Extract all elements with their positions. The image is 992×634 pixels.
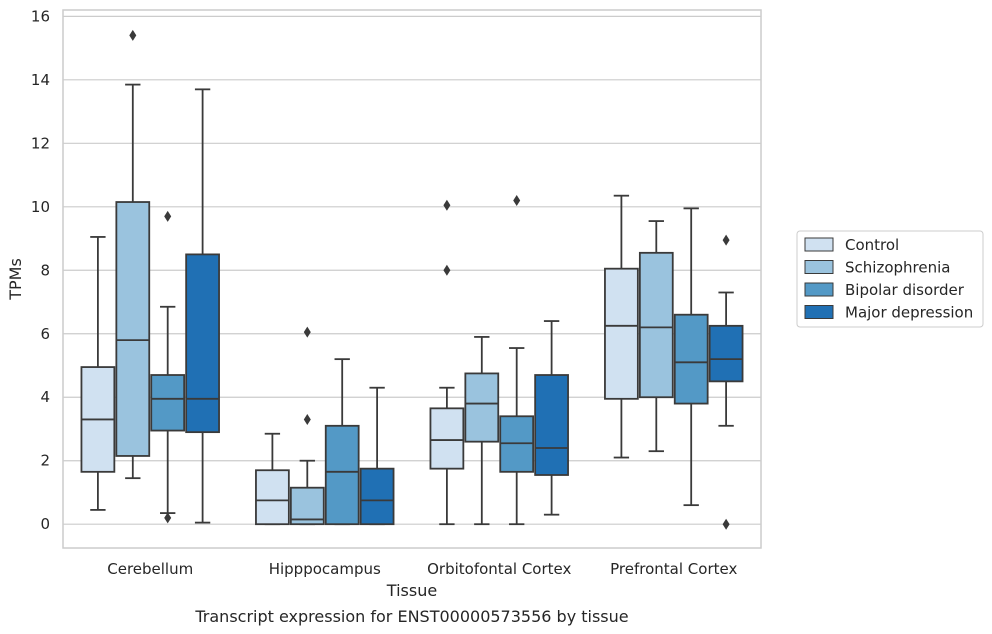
x-tick-label: Cerebellum xyxy=(107,560,193,578)
box-group xyxy=(429,199,465,526)
outlier-point xyxy=(513,194,521,206)
box-iqr xyxy=(638,251,674,399)
legend-label: Major depression xyxy=(845,304,973,322)
box-iqr xyxy=(255,469,290,526)
box-group xyxy=(80,236,116,511)
y-tick-label: 16 xyxy=(31,7,50,25)
box-group xyxy=(638,220,674,453)
box-group xyxy=(115,29,151,480)
plot-area-frame xyxy=(62,9,762,549)
y-tick-label: 8 xyxy=(40,261,50,279)
legend-swatch xyxy=(804,237,834,252)
y-tick-labels: 0 2 4 6 8 10 12 14 16 xyxy=(31,7,50,533)
y-tick-label: 12 xyxy=(31,134,50,152)
box-iqr xyxy=(324,424,360,526)
x-axis-label: Tissue xyxy=(386,581,437,600)
box-group xyxy=(464,336,500,526)
y-tick-label: 6 xyxy=(40,325,50,343)
box-group xyxy=(604,194,639,459)
box-iqr xyxy=(673,313,709,405)
box-iqr xyxy=(289,486,325,526)
box-group xyxy=(708,234,744,530)
outlier-point xyxy=(303,326,311,338)
box-iqr xyxy=(604,267,639,400)
legend-frame xyxy=(796,230,984,328)
y-tick-label: 14 xyxy=(31,71,50,89)
y-tick-label: 0 xyxy=(40,515,50,533)
legend-swatch xyxy=(804,282,834,297)
box-group xyxy=(499,194,535,526)
y-axis-label: TPMs xyxy=(6,258,25,301)
box-group xyxy=(289,326,325,526)
outlier-point xyxy=(443,264,451,276)
outlier-point xyxy=(443,199,451,211)
legend: Control Schizophrenia Bipolar disorder Majo… xyxy=(796,230,984,328)
chart-caption: Transcript expression for ENST0000057355… xyxy=(194,607,628,626)
legend-label: Bipolar disorder xyxy=(845,281,965,299)
box-group xyxy=(673,207,709,507)
outlier-point xyxy=(303,413,311,425)
box-iqr xyxy=(464,372,500,443)
x-tick-labels: Cerebellum Hipppocampus Orbitofontal Corte… xyxy=(107,560,737,578)
outlier-point xyxy=(722,518,730,530)
box-group xyxy=(359,386,395,526)
box-iqr xyxy=(115,201,151,457)
y-tick-label: 4 xyxy=(40,388,50,406)
x-tick-label: Orbitofontal Cortex xyxy=(427,560,571,578)
box-iqr xyxy=(185,253,220,434)
y-tick-label: 2 xyxy=(40,452,50,470)
outlier-point xyxy=(164,210,172,222)
x-tick-label: Prefrontal Cortex xyxy=(610,560,737,578)
outlier-point xyxy=(129,29,137,41)
y-tick-label: 10 xyxy=(31,198,50,216)
box-group xyxy=(150,210,186,524)
legend-swatch xyxy=(804,305,834,319)
box-group xyxy=(534,320,569,516)
box-iqr xyxy=(150,374,186,432)
boxes xyxy=(80,29,744,530)
box-iqr xyxy=(429,407,465,470)
x-tick-label: Hipppocampus xyxy=(269,560,381,578)
legend-swatch xyxy=(804,260,834,274)
box-group xyxy=(185,88,220,524)
legend-label: Control xyxy=(845,236,899,254)
outlier-point xyxy=(164,512,172,524)
box-iqr xyxy=(534,374,569,476)
box-iqr xyxy=(708,324,744,383)
outlier-point xyxy=(722,234,730,246)
box-iqr xyxy=(359,467,395,526)
box-group xyxy=(255,432,290,526)
legend-label: Schizophrenia xyxy=(845,259,950,277)
box-group xyxy=(324,358,360,526)
